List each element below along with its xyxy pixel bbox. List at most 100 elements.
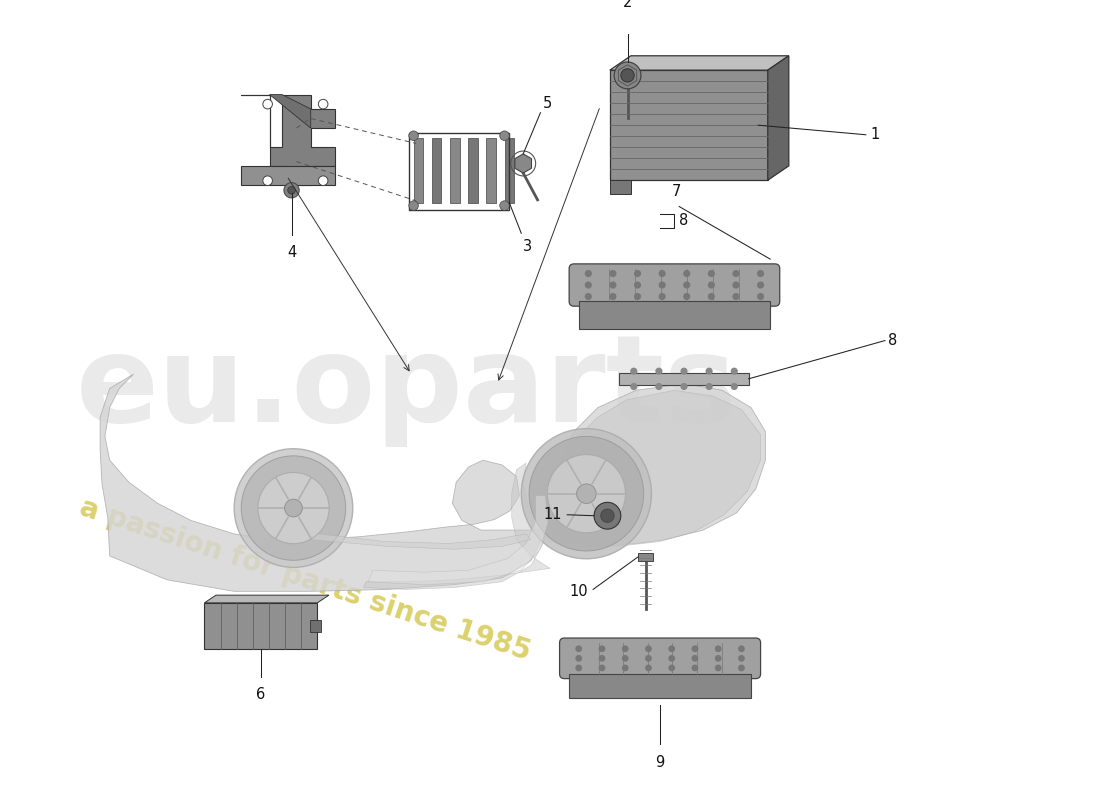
Polygon shape: [241, 94, 334, 186]
Circle shape: [739, 656, 744, 661]
Circle shape: [715, 666, 720, 670]
Circle shape: [669, 646, 674, 651]
Polygon shape: [638, 553, 653, 561]
Text: 9: 9: [656, 755, 664, 770]
Text: 7: 7: [672, 184, 681, 199]
Text: 5: 5: [542, 96, 551, 111]
Circle shape: [614, 62, 641, 89]
Polygon shape: [100, 374, 766, 591]
Circle shape: [692, 656, 697, 661]
Polygon shape: [414, 138, 424, 202]
Circle shape: [708, 270, 714, 277]
Text: a passion for parts since 1985: a passion for parts since 1985: [76, 494, 535, 666]
Circle shape: [635, 270, 640, 277]
Circle shape: [318, 176, 328, 186]
Circle shape: [499, 201, 509, 210]
Circle shape: [610, 282, 616, 288]
Circle shape: [610, 270, 616, 277]
Polygon shape: [363, 390, 760, 590]
Circle shape: [585, 294, 591, 299]
FancyBboxPatch shape: [560, 638, 760, 678]
Circle shape: [241, 456, 345, 560]
Polygon shape: [579, 302, 770, 329]
Circle shape: [610, 294, 616, 299]
Circle shape: [585, 282, 591, 288]
Circle shape: [681, 368, 686, 374]
Circle shape: [681, 384, 686, 390]
Circle shape: [623, 666, 628, 670]
Polygon shape: [432, 138, 441, 202]
Polygon shape: [768, 56, 789, 180]
Polygon shape: [241, 166, 334, 186]
FancyBboxPatch shape: [569, 264, 780, 306]
Text: 8: 8: [888, 333, 898, 348]
Circle shape: [706, 384, 712, 390]
Circle shape: [692, 646, 697, 651]
Circle shape: [715, 656, 720, 661]
Circle shape: [263, 176, 273, 186]
Circle shape: [659, 270, 666, 277]
Circle shape: [600, 666, 605, 670]
Polygon shape: [609, 56, 789, 70]
Circle shape: [600, 646, 605, 651]
Circle shape: [576, 646, 582, 651]
Circle shape: [739, 666, 744, 670]
Circle shape: [656, 384, 662, 390]
Polygon shape: [270, 94, 310, 128]
Circle shape: [263, 99, 273, 109]
Circle shape: [631, 384, 637, 390]
Circle shape: [409, 201, 418, 210]
Circle shape: [548, 454, 626, 533]
Circle shape: [706, 368, 712, 374]
Circle shape: [646, 646, 651, 651]
Circle shape: [656, 368, 662, 374]
Polygon shape: [569, 674, 751, 698]
Text: 2: 2: [623, 0, 632, 10]
Polygon shape: [450, 138, 460, 202]
Polygon shape: [368, 496, 548, 585]
Circle shape: [684, 294, 690, 299]
Polygon shape: [505, 138, 514, 202]
Circle shape: [499, 131, 509, 141]
Circle shape: [732, 368, 737, 374]
Polygon shape: [619, 373, 749, 385]
Circle shape: [631, 368, 637, 374]
Circle shape: [620, 69, 635, 82]
Text: 6: 6: [256, 687, 265, 702]
Circle shape: [646, 656, 651, 661]
Circle shape: [585, 270, 591, 277]
Circle shape: [285, 499, 303, 517]
Circle shape: [521, 429, 651, 558]
Circle shape: [288, 186, 296, 194]
Circle shape: [669, 656, 674, 661]
Circle shape: [635, 282, 640, 288]
Circle shape: [234, 449, 353, 567]
Circle shape: [576, 484, 596, 503]
Polygon shape: [609, 180, 631, 194]
Circle shape: [623, 646, 628, 651]
Circle shape: [758, 294, 763, 299]
Circle shape: [733, 294, 739, 299]
Text: 11: 11: [543, 507, 561, 522]
Circle shape: [715, 646, 720, 651]
Circle shape: [732, 384, 737, 390]
Circle shape: [284, 182, 299, 198]
Circle shape: [708, 294, 714, 299]
Circle shape: [576, 666, 582, 670]
Circle shape: [635, 294, 640, 299]
Circle shape: [708, 282, 714, 288]
Circle shape: [601, 509, 614, 522]
Text: 8: 8: [679, 214, 689, 229]
Circle shape: [576, 656, 582, 661]
Circle shape: [684, 270, 690, 277]
Circle shape: [733, 282, 739, 288]
Text: eu.oparts: eu.oparts: [76, 330, 738, 447]
Circle shape: [669, 666, 674, 670]
Circle shape: [758, 282, 763, 288]
Circle shape: [409, 131, 418, 141]
Polygon shape: [310, 534, 531, 550]
Polygon shape: [205, 603, 318, 649]
Circle shape: [600, 656, 605, 661]
Circle shape: [739, 646, 744, 651]
Text: 4: 4: [287, 245, 296, 260]
